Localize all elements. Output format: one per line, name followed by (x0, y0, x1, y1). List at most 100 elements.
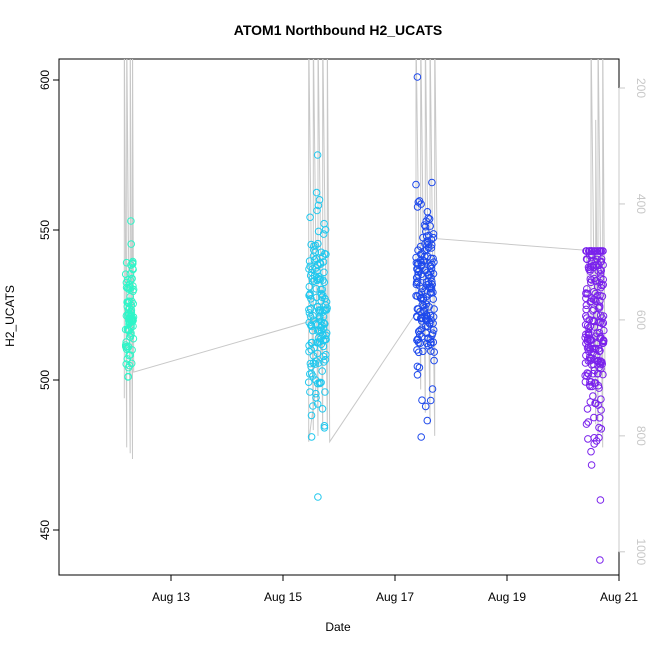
point-flight-2 (314, 326, 323, 334)
point-flight-2 (322, 250, 330, 259)
point-flight-2 (314, 272, 323, 281)
point-flight-2 (310, 277, 319, 285)
point-flight-3 (413, 336, 421, 345)
point-flight-3 (423, 416, 432, 425)
chart-title: ATOM1 Northbound H2_UCATS (234, 22, 442, 38)
point-flight-4 (599, 281, 608, 289)
point-flight-2 (313, 206, 321, 215)
point-flight-1 (127, 240, 135, 248)
point-flight-2 (317, 248, 326, 257)
point-flight-2 (305, 347, 313, 356)
point-flight-2 (318, 367, 327, 375)
point-flight-3 (427, 338, 435, 347)
point-flight-4 (596, 333, 605, 341)
point-flight-3 (423, 208, 432, 216)
point-flight-4 (593, 340, 601, 348)
point-flight-4 (587, 461, 596, 469)
point-flight-4 (599, 370, 607, 379)
point-flight-3 (412, 180, 420, 189)
point-flight-4 (583, 285, 591, 293)
x-tick-label: Aug 15 (264, 590, 302, 604)
point-flight-2 (308, 326, 317, 335)
point-flight-2 (319, 291, 327, 300)
y-tick-label: 600 (38, 70, 52, 90)
point-flight-2 (312, 357, 320, 365)
point-flight-4 (593, 247, 602, 255)
point-flight-4 (596, 265, 605, 274)
point-flight-2 (320, 278, 329, 287)
plot-frame (58, 58, 620, 576)
point-flight-3 (423, 237, 432, 245)
point-flight-3 (412, 253, 420, 262)
point-flight-4 (590, 413, 598, 422)
point-flight-3 (429, 326, 438, 334)
point-flight-3 (414, 305, 423, 314)
point-flight-3 (420, 266, 429, 275)
point-flight-3 (412, 259, 421, 267)
point-flight-2 (309, 252, 318, 261)
point-flight-4 (582, 289, 590, 297)
point-flight-3 (427, 316, 435, 324)
point-flight-2 (311, 241, 320, 250)
point-flight-3 (429, 295, 438, 303)
point-flight-2 (305, 309, 314, 317)
point-flight-3 (427, 235, 436, 244)
point-flight-4 (598, 314, 607, 322)
point-flight-2 (321, 388, 329, 396)
point-flight-2 (311, 360, 319, 368)
point-flight-1 (129, 316, 137, 325)
point-flight-1 (122, 338, 130, 346)
point-flight-2 (314, 227, 323, 236)
point-flight-3 (415, 197, 424, 205)
point-flight-4 (597, 425, 606, 433)
point-flight-4 (595, 303, 604, 312)
point-flight-4 (595, 359, 603, 368)
point-flight-2 (306, 289, 314, 298)
x-axis-label: Date (325, 620, 351, 634)
point-flight-1 (128, 346, 136, 354)
point-flight-4 (582, 314, 591, 322)
point-flight-3 (416, 242, 425, 251)
point-flight-4 (596, 347, 604, 355)
point-flight-3 (420, 257, 429, 265)
point-flight-1 (124, 326, 132, 334)
point-flight-2 (305, 257, 314, 265)
point-flight-3 (420, 221, 429, 229)
point-flight-4 (582, 339, 590, 348)
point-flight-2 (313, 276, 322, 285)
point-flight-3 (413, 371, 422, 379)
point-flight-4 (591, 296, 599, 304)
point-flight-4 (590, 379, 599, 387)
point-flight-3 (430, 356, 438, 365)
point-flight-1 (128, 315, 136, 323)
point-flight-3 (429, 233, 438, 242)
point-flight-4 (586, 263, 595, 271)
point-flight-4 (594, 344, 603, 353)
point-flight-2 (305, 305, 313, 314)
point-flight-2 (312, 285, 321, 293)
point-flight-4 (592, 332, 600, 341)
point-flight-3 (415, 266, 424, 275)
point-flight-2 (309, 359, 318, 368)
point-flight-3 (413, 73, 422, 81)
point-flight-1 (129, 282, 137, 290)
y2-tick-label: 600 (634, 310, 648, 330)
y2-axis: 200 400 600 800 1000 (618, 78, 648, 565)
point-flight-4 (585, 381, 594, 389)
point-flight-2 (306, 213, 314, 222)
point-flight-4 (592, 399, 600, 408)
point-flight-2 (307, 240, 316, 249)
point-flight-4 (592, 437, 601, 445)
point-flight-4 (598, 319, 606, 328)
pressure-track-layer (123, 59, 606, 460)
point-flight-2 (309, 402, 317, 410)
point-flight-3 (426, 335, 435, 344)
point-flight-3 (430, 348, 439, 356)
point-flight-4 (590, 317, 599, 326)
point-flight-2 (308, 268, 316, 277)
point-flight-2 (321, 355, 330, 364)
point-flight-3 (414, 348, 423, 357)
point-flight-4 (586, 377, 594, 386)
point-flight-1 (123, 298, 131, 306)
